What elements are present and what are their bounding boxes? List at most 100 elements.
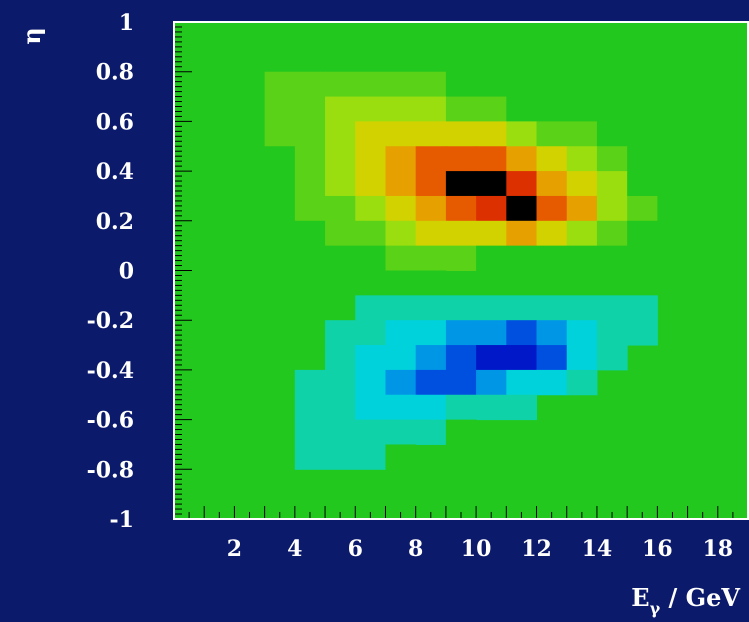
y-tick-label: 1 — [119, 10, 134, 36]
heatmap-cell — [566, 345, 598, 371]
x-axis-title-main: E — [631, 583, 649, 612]
heatmap-cell — [294, 46, 326, 73]
heatmap-cell — [294, 394, 326, 421]
heatmap-cell — [506, 171, 538, 197]
x-tick-label: 12 — [521, 536, 552, 562]
plot-area — [174, 22, 748, 519]
heatmap-cell — [566, 320, 598, 346]
heatmap-cell — [385, 419, 417, 445]
heatmap-cell — [445, 96, 477, 122]
heatmap-cell — [476, 195, 507, 222]
heatmap-cell — [445, 220, 477, 247]
heatmap-cell — [325, 121, 356, 147]
heatmap-cell — [476, 220, 507, 247]
heatmap-cell — [445, 320, 477, 346]
y-tick-label: 0 — [119, 259, 134, 285]
x-tick-label: 2 — [227, 536, 242, 562]
heatmap-cell — [294, 146, 326, 172]
x-tick-label: 18 — [702, 536, 733, 562]
heatmap-cell — [325, 345, 356, 371]
heatmap-cell — [536, 345, 568, 371]
heatmap-cell — [476, 320, 507, 346]
heatmap-cell — [476, 96, 507, 122]
heatmap-cell — [415, 369, 447, 396]
heatmap-cell — [536, 195, 568, 222]
heatmap-cell — [596, 121, 628, 147]
heatmap-cell — [355, 96, 386, 122]
heatmap-cell — [415, 345, 447, 371]
heatmap-cell — [415, 46, 447, 73]
heatmap-cell — [506, 295, 538, 321]
axis-ticks — [173, 21, 749, 520]
y-tick-label: 0.8 — [96, 60, 134, 86]
heatmap-cell — [596, 295, 628, 321]
heatmap-cell — [385, 71, 417, 98]
heatmap-cell — [566, 96, 598, 122]
heatmap-cell — [566, 146, 598, 172]
heatmap-cell — [355, 419, 386, 445]
heatmap-cell — [325, 171, 356, 197]
heatmap-cell — [385, 245, 417, 271]
heatmap-cell — [476, 171, 507, 197]
heatmap-cell — [566, 220, 598, 247]
x-axis-title-subscript: γ — [650, 599, 661, 618]
y-tick-label: -0.4 — [87, 358, 134, 384]
heatmap-cell — [476, 394, 507, 421]
heatmap-cell — [627, 195, 658, 222]
heatmap-cell — [325, 146, 356, 172]
heatmap-cell — [264, 71, 296, 98]
heatmap-cell — [385, 121, 417, 147]
heatmap-cell — [415, 320, 447, 346]
x-tick-label: 8 — [408, 536, 423, 562]
heatmap-cell — [476, 369, 507, 396]
heatmap-cell — [294, 444, 326, 470]
heatmap-cell — [415, 171, 447, 197]
heatmap-cell — [355, 295, 386, 321]
heatmap-cell — [476, 71, 507, 98]
heatmap-cell — [385, 369, 417, 396]
heatmap-cell — [566, 195, 598, 222]
x-tick-label: 16 — [642, 536, 673, 562]
heatmap-cell — [596, 171, 628, 197]
heatmap-cell — [596, 220, 628, 247]
heatmap-cell — [476, 146, 507, 172]
heatmap-cell — [385, 220, 417, 247]
heatmap-cell — [536, 220, 568, 247]
heatmap-cell — [566, 121, 598, 147]
heatmap-cell — [476, 245, 507, 271]
heatmap-cell — [445, 71, 477, 98]
heatmap-cell — [264, 245, 296, 271]
x-tick-label: 10 — [461, 536, 492, 562]
heatmap-cell — [385, 320, 417, 346]
x-axis-title-unit: / GeV — [660, 583, 740, 612]
heatmap-cell — [445, 195, 477, 222]
heatmap-cell — [415, 71, 447, 98]
y-axis-title: η — [17, 27, 46, 44]
heatmap-cell — [264, 171, 296, 197]
heatmap-cell — [536, 369, 568, 396]
y-tick-label: -0.2 — [87, 308, 134, 334]
y-tick-label: 0.6 — [96, 109, 134, 135]
heatmap-cell — [264, 146, 296, 172]
heatmap-cell — [385, 444, 417, 470]
heatmap-cell — [506, 394, 538, 421]
heatmap-cell — [476, 121, 507, 147]
heatmap-cell — [325, 369, 356, 396]
heatmap-cell — [294, 171, 326, 197]
heatmap-cell — [506, 245, 538, 271]
heatmap-cell — [294, 121, 326, 147]
heatmap-cell — [264, 46, 296, 73]
heatmap-cell — [627, 295, 658, 321]
heatmap-cell — [506, 369, 538, 396]
heatmap-cell — [385, 171, 417, 197]
heatmap-cell — [445, 345, 477, 371]
y-tick-label: -0.8 — [87, 457, 134, 483]
heatmap-cell — [294, 195, 326, 222]
heatmap-cell — [355, 121, 386, 147]
heatmap-cell — [294, 220, 326, 247]
heatmap-cell — [506, 121, 538, 147]
heatmap-cell — [415, 295, 447, 321]
heatmap-cell — [355, 320, 386, 346]
heatmap-cell — [294, 419, 326, 445]
